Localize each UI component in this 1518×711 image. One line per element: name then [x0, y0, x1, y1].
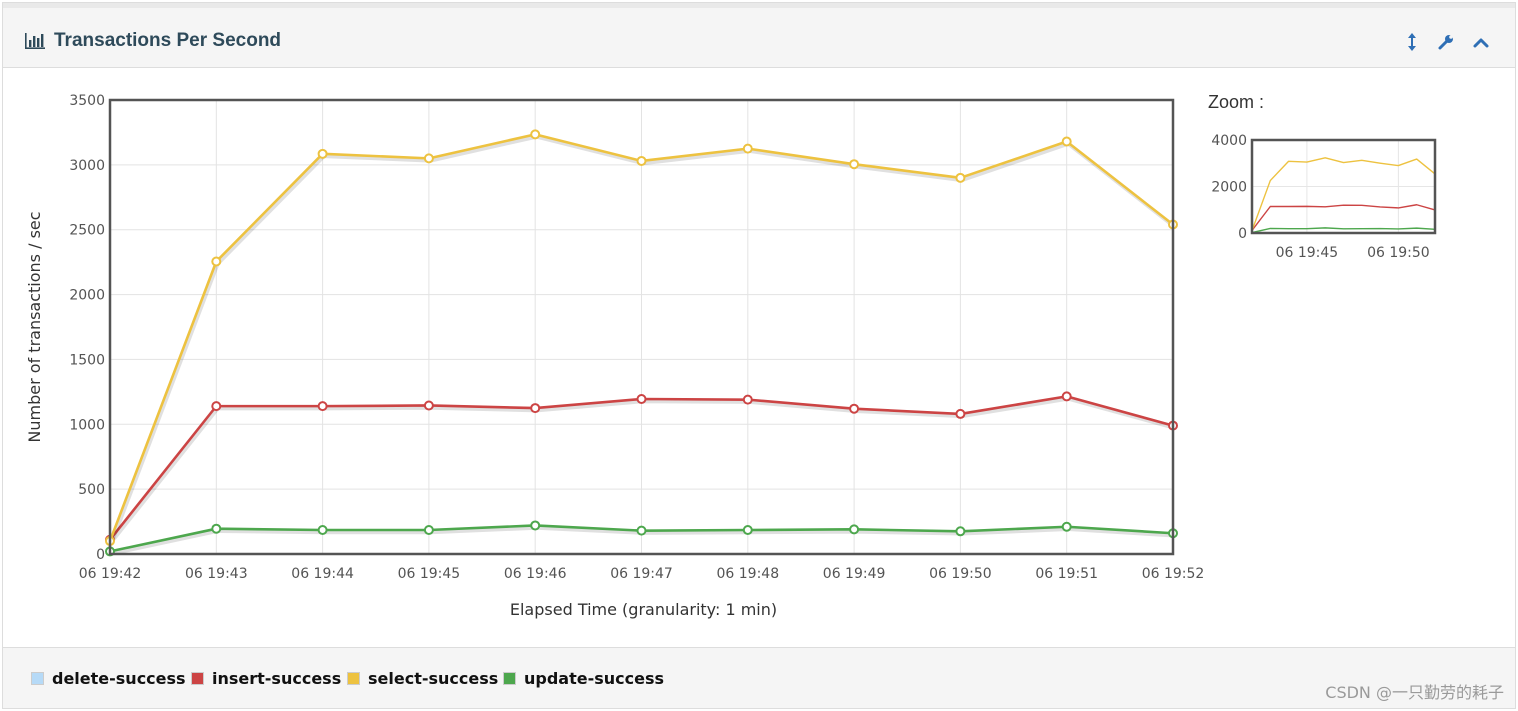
watermark: CSDN @一只勤劳的耗子	[1325, 683, 1504, 702]
y-tick-label: 1500	[69, 352, 105, 368]
zoom-series-line-insert-success	[1251, 204, 1436, 231]
data-point-update-success	[742, 525, 753, 536]
data-point-update-success	[423, 525, 434, 536]
x-tick-label: 06 19:48	[716, 566, 779, 582]
data-point-select-success	[1061, 136, 1072, 147]
data-point-insert-success	[423, 400, 434, 411]
x-tick-label: 06 19:51	[1035, 566, 1098, 582]
zoom-y-tick-label: 0	[1238, 226, 1247, 242]
data-point-update-success	[1061, 521, 1072, 532]
data-point-insert-success	[530, 403, 541, 414]
legend-label: update-success	[524, 668, 665, 688]
zoom-series-line-update-success	[1251, 227, 1436, 234]
legend-item-delete-success[interactable]: delete-success	[31, 668, 186, 688]
zoom-x-tick-label: 06 19:50	[1367, 245, 1430, 261]
data-point-update-success	[955, 526, 966, 537]
data-point-update-success	[849, 524, 860, 535]
legend-item-insert-success[interactable]: insert-success	[191, 668, 341, 688]
panel-title: Transactions Per Second	[54, 30, 282, 51]
data-point-insert-success	[636, 393, 647, 404]
zoom-x-tick-label: 06 19:45	[1276, 245, 1339, 261]
zoom-y-tick-label: 4000	[1211, 133, 1247, 149]
x-tick-label: 06 19:50	[929, 566, 992, 582]
wrench-icon[interactable]	[1436, 32, 1456, 52]
zoom-label: Zoom :	[1208, 92, 1265, 112]
chevron-up-icon[interactable]	[1471, 32, 1491, 52]
x-tick-label: 06 19:49	[823, 566, 886, 582]
y-tick-label: 2000	[69, 288, 105, 304]
data-point-select-success	[742, 143, 753, 154]
y-tick-label: 2500	[69, 223, 105, 239]
y-tick-label: 500	[78, 482, 105, 498]
legend-swatch	[347, 671, 360, 685]
data-point-insert-success	[317, 401, 328, 412]
data-point-update-success	[530, 520, 541, 531]
data-point-update-success	[317, 525, 328, 536]
y-tick-label: 3000	[69, 158, 105, 174]
data-point-insert-success	[742, 394, 753, 405]
data-point-select-success	[211, 256, 222, 267]
plot-frame	[108, 98, 1175, 556]
main-chart[interactable]: 0 500 1000 1500 2000 2500 3000 3500 06 19:42 06 1…	[3, 68, 1515, 646]
data-point-select-success	[955, 172, 966, 183]
data-point-insert-success	[849, 403, 860, 414]
x-tick-label: 06 19:47	[610, 566, 673, 582]
legend-item-select-success[interactable]: select-success	[347, 668, 498, 688]
data-point-insert-success	[211, 401, 222, 412]
y-tick-label: 0	[96, 547, 105, 563]
x-tick-label: 06 19:52	[1142, 566, 1205, 582]
x-tick-label: 06 19:46	[504, 566, 567, 582]
x-axis-label: Elapsed Time (granularity: 1 min)	[510, 600, 777, 619]
resize-vertical-icon[interactable]	[1402, 32, 1422, 52]
x-tick-label: 06 19:45	[398, 566, 461, 582]
bar-chart-icon	[25, 33, 45, 49]
legend-label: delete-success	[52, 668, 186, 688]
data-point-select-success	[423, 153, 434, 164]
data-point-update-success	[211, 523, 222, 534]
x-tick-label: 06 19:43	[185, 566, 248, 582]
series-shadow-select-success	[109, 135, 1176, 545]
legend-label: insert-success	[212, 668, 342, 688]
x-tick-label: 06 19:42	[79, 566, 142, 582]
zoom-y-tick-label: 2000	[1211, 180, 1247, 196]
x-tick-label: 06 19:44	[291, 566, 354, 582]
y-tick-label: 1000	[69, 417, 105, 433]
zoom-chart[interactable]: 0 2000 4000 06 19:45 06 19:50	[1211, 133, 1437, 261]
panel-top-strip	[3, 3, 1515, 8]
data-point-select-success	[317, 148, 328, 159]
y-tick-label: 3500	[69, 93, 105, 109]
zoom-series-line-select-success	[1251, 157, 1436, 231]
data-point-insert-success	[955, 408, 966, 419]
data-point-select-success	[530, 129, 541, 140]
zoom-plot-frame	[1250, 138, 1437, 235]
legend-item-update-success[interactable]: update-success	[503, 668, 664, 688]
legend: delete-success insert-success select-suc…	[3, 647, 1515, 708]
legend-label: select-success	[368, 668, 499, 688]
data-point-update-success	[636, 525, 647, 536]
legend-swatch	[31, 671, 44, 685]
panel-header: Transactions Per Second	[3, 8, 1515, 68]
legend-swatch	[191, 671, 204, 685]
data-point-select-success	[636, 155, 647, 166]
y-axis-label: Number of transactions / sec	[25, 211, 44, 442]
legend-swatch	[503, 671, 516, 685]
data-point-insert-success	[1061, 391, 1072, 402]
data-point-select-success	[849, 159, 860, 170]
series-shadow-insert-success	[110, 397, 1175, 544]
